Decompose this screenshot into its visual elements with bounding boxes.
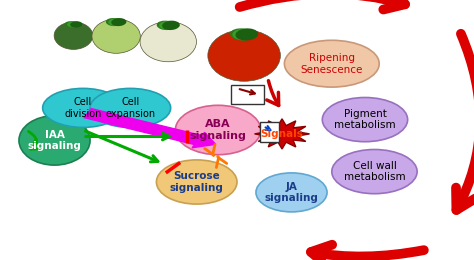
Text: JA
signaling: JA signaling bbox=[264, 181, 319, 203]
Ellipse shape bbox=[43, 88, 123, 127]
Text: ABA
signaling: ABA signaling bbox=[190, 119, 246, 141]
Polygon shape bbox=[255, 119, 310, 149]
Text: Cell
expansion: Cell expansion bbox=[105, 97, 155, 119]
Ellipse shape bbox=[232, 29, 256, 40]
Ellipse shape bbox=[70, 21, 82, 28]
Ellipse shape bbox=[157, 21, 174, 30]
Ellipse shape bbox=[162, 21, 180, 30]
Ellipse shape bbox=[208, 30, 281, 81]
FancyBboxPatch shape bbox=[231, 84, 264, 104]
FancyBboxPatch shape bbox=[260, 122, 279, 142]
Ellipse shape bbox=[332, 150, 417, 194]
Ellipse shape bbox=[230, 28, 253, 41]
Text: IAA
signaling: IAA signaling bbox=[27, 129, 82, 151]
Ellipse shape bbox=[140, 22, 196, 62]
Ellipse shape bbox=[256, 173, 327, 212]
Text: Ripening
Senescence: Ripening Senescence bbox=[301, 53, 363, 75]
Ellipse shape bbox=[236, 28, 258, 41]
Ellipse shape bbox=[108, 18, 124, 26]
FancyArrowPatch shape bbox=[240, 0, 405, 10]
FancyArrowPatch shape bbox=[205, 145, 215, 155]
FancyArrow shape bbox=[84, 109, 216, 148]
Text: Sucrose
signaling: Sucrose signaling bbox=[170, 171, 224, 193]
Ellipse shape bbox=[111, 18, 127, 26]
Ellipse shape bbox=[156, 160, 237, 204]
Ellipse shape bbox=[159, 21, 177, 30]
Text: Cell wall
metabolism: Cell wall metabolism bbox=[344, 161, 405, 183]
FancyArrowPatch shape bbox=[28, 131, 42, 149]
Text: Pigment
metabolism: Pigment metabolism bbox=[334, 109, 396, 131]
FancyArrowPatch shape bbox=[216, 157, 227, 167]
Ellipse shape bbox=[92, 19, 140, 53]
Ellipse shape bbox=[64, 21, 77, 28]
FancyArrowPatch shape bbox=[311, 245, 424, 260]
Ellipse shape bbox=[54, 22, 93, 49]
FancyArrowPatch shape bbox=[456, 34, 474, 210]
Ellipse shape bbox=[90, 88, 171, 127]
Ellipse shape bbox=[106, 18, 121, 26]
Ellipse shape bbox=[19, 116, 90, 165]
Ellipse shape bbox=[175, 105, 261, 155]
Text: Signals: Signals bbox=[261, 129, 303, 139]
Ellipse shape bbox=[284, 40, 379, 87]
Text: Cell
division: Cell division bbox=[64, 97, 101, 119]
FancyArrowPatch shape bbox=[267, 81, 279, 106]
Ellipse shape bbox=[67, 21, 80, 28]
Ellipse shape bbox=[322, 98, 408, 142]
